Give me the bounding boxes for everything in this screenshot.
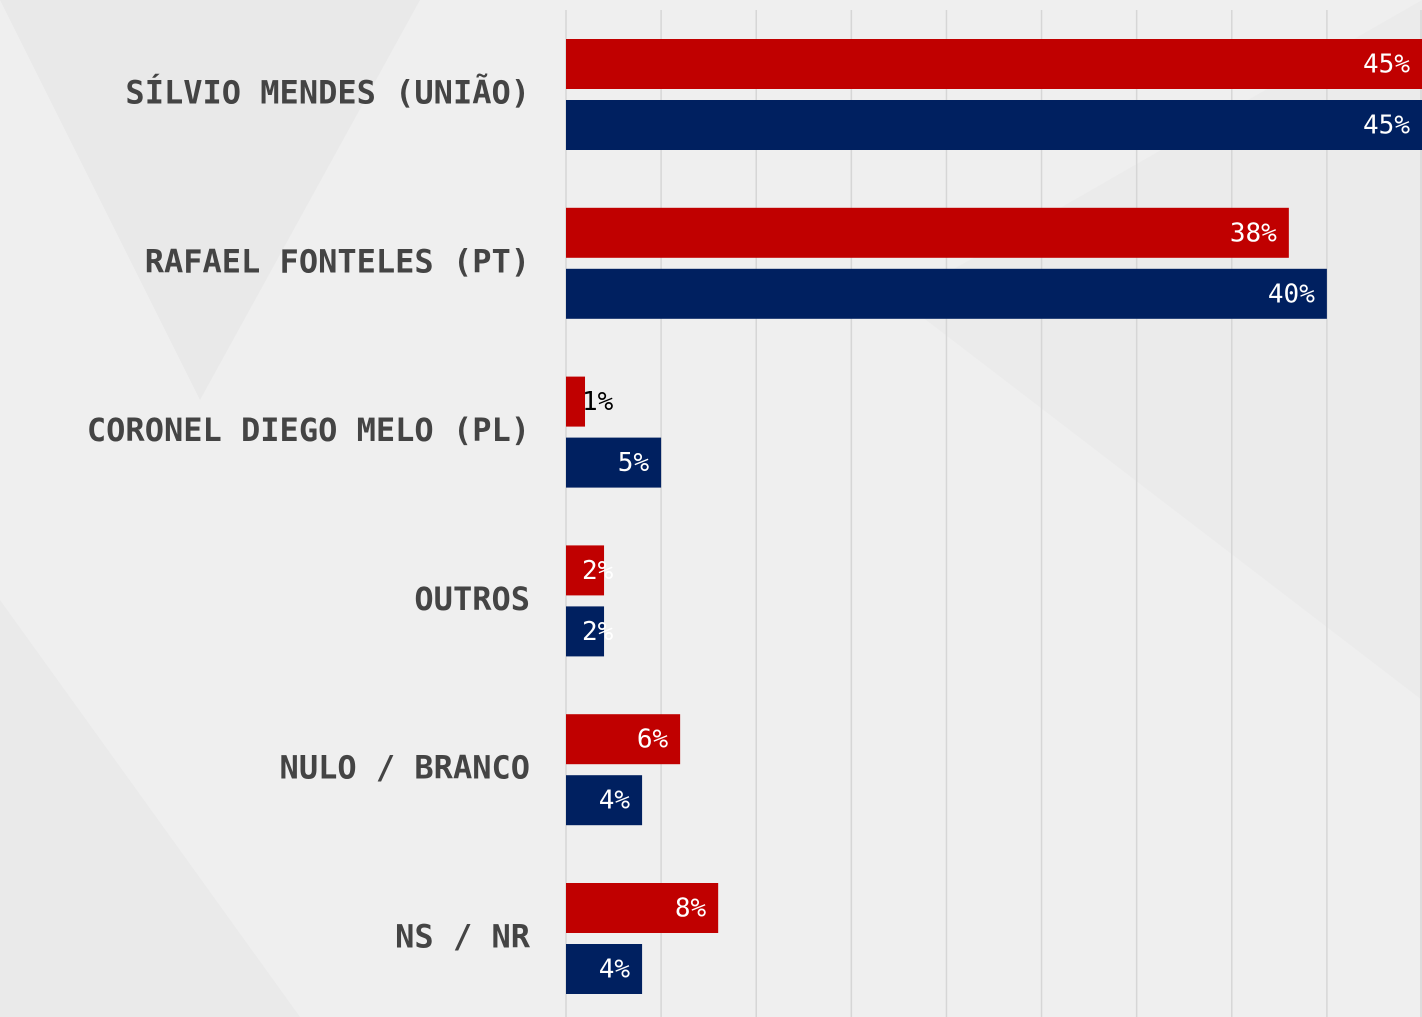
bar <box>566 944 643 994</box>
background-shape <box>0 0 420 400</box>
value-label: 5% <box>618 448 650 478</box>
bar <box>566 883 719 933</box>
value-label: 1% <box>582 387 614 417</box>
bar <box>566 100 1422 150</box>
value-label: 8% <box>675 894 707 924</box>
bar <box>566 545 605 596</box>
value-label: 6% <box>637 725 669 755</box>
bar <box>566 775 643 826</box>
bar <box>566 606 605 657</box>
value-label: 2% <box>582 617 614 647</box>
value-label: 38% <box>1230 218 1277 248</box>
value-label: 4% <box>599 786 631 816</box>
value-label: 40% <box>1268 279 1315 309</box>
category-label: RAFAEL FONTELES (PT) <box>145 242 530 280</box>
value-label: 45% <box>1363 111 1410 141</box>
bar <box>566 39 1422 89</box>
bar <box>566 437 662 488</box>
bar <box>566 207 1289 258</box>
category-label: CORONEL DIEGO MELO (PL) <box>87 411 530 449</box>
bar <box>566 268 1327 319</box>
value-label: 2% <box>582 556 614 586</box>
category-label: NULO / BRANCO <box>280 749 530 787</box>
category-label: OUTROS <box>414 580 530 618</box>
value-label: 4% <box>599 955 631 985</box>
bar <box>566 714 681 765</box>
background-shape <box>900 0 1422 700</box>
bar <box>566 376 586 427</box>
value-label: 45% <box>1363 50 1410 80</box>
category-label: NS / NR <box>395 918 531 956</box>
category-label: SÍLVIO MENDES (UNIÃO) <box>125 74 530 112</box>
background-shape <box>0 600 300 1017</box>
